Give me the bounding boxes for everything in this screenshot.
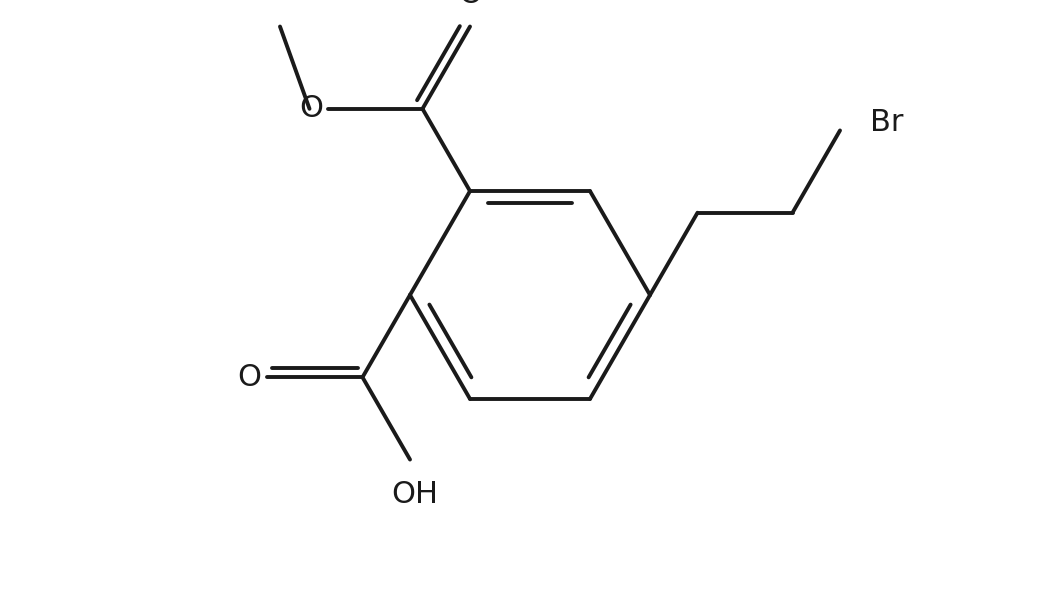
Text: O: O <box>458 0 482 8</box>
Text: OH: OH <box>391 479 438 508</box>
Text: O: O <box>299 94 323 124</box>
Text: Br: Br <box>870 108 904 137</box>
Text: O: O <box>237 363 262 392</box>
